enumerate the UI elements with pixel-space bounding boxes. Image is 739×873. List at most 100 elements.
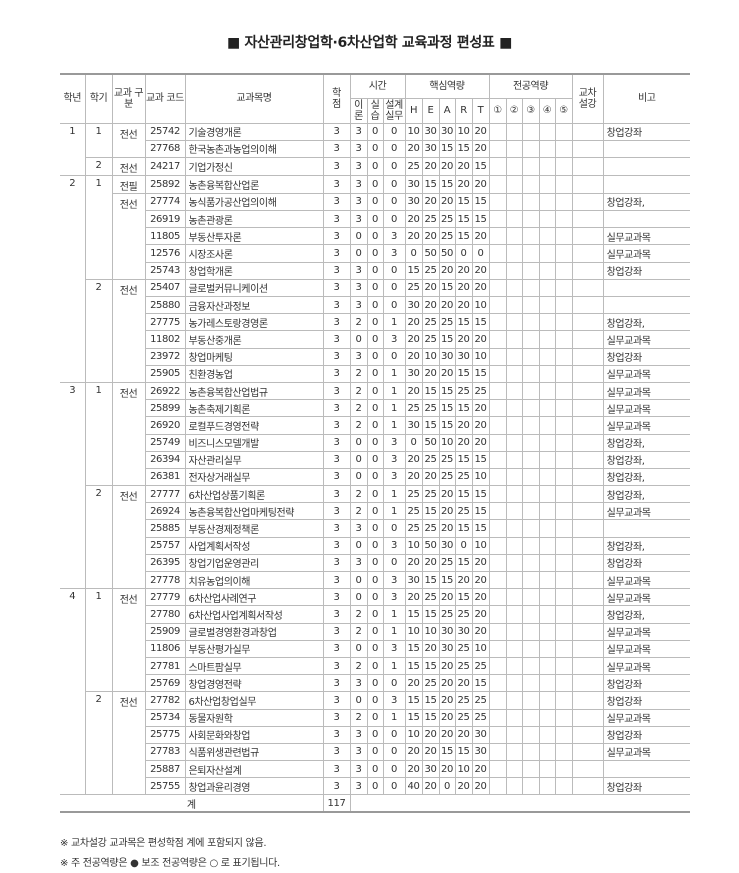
table-row: 2 전선 27782 6차산업창업실무 3 0 0 3 15 15 20 25 25 창업강좌 xyxy=(60,691,691,796)
cell-h: 20 xyxy=(404,742,423,762)
cell-note xyxy=(602,174,691,194)
cell-theory: 0 xyxy=(349,570,368,590)
cell-name: 6차산업창업실무 xyxy=(184,691,324,710)
cell-note: 창업강좌, xyxy=(602,313,691,332)
cell-code: 26920 xyxy=(144,416,186,435)
cell-name: 부동산투자론 xyxy=(184,227,324,246)
cell-design: 0 xyxy=(382,777,406,796)
cell-r: 10 xyxy=(454,122,473,141)
cell-theory: 0 xyxy=(349,244,368,263)
col-credit: 학 점 xyxy=(322,73,351,124)
cell-design: 1 xyxy=(382,381,406,401)
cell-r: 15 xyxy=(454,588,473,607)
cell-h: 15 xyxy=(404,605,423,624)
cell-major-4 xyxy=(538,313,556,332)
cell-r: 15 xyxy=(454,553,473,573)
cell-major-1 xyxy=(488,605,507,624)
cell-year: 1 xyxy=(60,122,86,176)
table-row: 25909 글로벌경영환경과창업 3 2 0 1 10 10 30 30 20 실무교과목 xyxy=(60,622,691,641)
cell-h: 20 xyxy=(404,467,423,487)
cell-t: 15 xyxy=(471,502,490,521)
cell-a: 15 xyxy=(438,381,456,401)
cell-e: 15 xyxy=(421,174,440,194)
cell-theory: 3 xyxy=(349,674,368,693)
cell-theory: 3 xyxy=(349,777,368,796)
table-row: 26920 로컬푸드경영전략 3 2 0 1 30 15 15 20 20 실무교과목 xyxy=(60,416,691,435)
cell-e: 25 xyxy=(421,399,440,418)
col-theory: 이 론 xyxy=(349,98,368,124)
col-core-a: A xyxy=(438,98,456,124)
cell-major-2 xyxy=(505,399,523,418)
cell-h: 15 xyxy=(404,261,423,280)
cell-r: 20 xyxy=(454,674,473,693)
cell-cross xyxy=(571,485,604,504)
cell-t: 20 xyxy=(471,433,490,452)
col-type: 교과 구분 xyxy=(111,73,146,124)
table-row: 25734 동물자원학 3 2 0 1 15 15 20 25 25 실무교과목 xyxy=(60,708,691,727)
cell-cross xyxy=(571,605,604,624)
cell-major-5 xyxy=(554,139,573,158)
cell-note xyxy=(602,295,691,315)
cell-major-2 xyxy=(505,139,523,158)
cell-a: 25 xyxy=(438,210,456,229)
cell-a: 15 xyxy=(438,416,456,435)
cell-t: 20 xyxy=(471,570,490,590)
col-core: 핵심역량 xyxy=(404,73,490,99)
cell-major-4 xyxy=(538,519,556,538)
cell-a: 25 xyxy=(438,467,456,487)
cell-major-1 xyxy=(488,295,507,315)
cell-major-5 xyxy=(554,278,573,298)
cell-major-2 xyxy=(505,381,523,401)
cell-credit: 3 xyxy=(322,156,351,176)
cell-note: 실무교과목 xyxy=(602,244,691,263)
cell-major-4 xyxy=(538,210,556,229)
table-row: 2 1 전필 25892 농촌융복합산업론 3 3 0 0 30 15 15 20 20 xyxy=(60,174,691,383)
cell-cross xyxy=(571,570,604,590)
cell-major-1 xyxy=(488,691,507,710)
cell-major-3 xyxy=(521,313,540,332)
cell-note: 창업강좌, xyxy=(602,450,691,469)
cell-major-5 xyxy=(554,227,573,246)
cell-t: 10 xyxy=(471,347,490,366)
cell-major-2 xyxy=(505,777,523,796)
cell-h: 25 xyxy=(404,399,423,418)
cell-code: 25892 xyxy=(144,174,186,194)
cell-major-3 xyxy=(521,467,540,487)
cell-practice: 0 xyxy=(366,605,384,624)
cell-cross xyxy=(571,192,604,212)
cell-design: 0 xyxy=(382,760,406,779)
cell-r: 15 xyxy=(454,192,473,212)
cell-cross xyxy=(571,156,604,176)
cell-practice: 0 xyxy=(366,777,384,796)
cell-name: 기술경영개론 xyxy=(184,122,324,141)
cell-design: 3 xyxy=(382,639,406,658)
cell-major-1 xyxy=(488,502,507,521)
cell-major-5 xyxy=(554,588,573,607)
cell-major-3 xyxy=(521,399,540,418)
cell-note: 창업강좌, xyxy=(602,467,691,487)
cell-cross xyxy=(571,244,604,263)
cell-major-4 xyxy=(538,467,556,487)
cell-code: 27774 xyxy=(144,192,186,212)
cell-cross xyxy=(571,364,604,383)
cell-name: 치유농업의이해 xyxy=(184,570,324,590)
cell-major-1 xyxy=(488,122,507,141)
cell-code: 25899 xyxy=(144,399,186,418)
cell-practice: 0 xyxy=(366,656,384,676)
cell-major-1 xyxy=(488,433,507,452)
cell-practice: 0 xyxy=(366,467,384,487)
cell-note xyxy=(602,210,691,229)
cell-t: 20 xyxy=(471,588,490,607)
cell-theory: 0 xyxy=(349,639,368,658)
cell-r: 25 xyxy=(454,656,473,676)
cell-major-5 xyxy=(554,244,573,263)
col-core-r: R xyxy=(454,98,473,124)
cell-cross xyxy=(571,399,604,418)
cell-design: 1 xyxy=(382,502,406,521)
cell-cross xyxy=(571,742,604,762)
cell-credit: 3 xyxy=(322,536,351,555)
cell-practice: 0 xyxy=(366,674,384,693)
cell-major-3 xyxy=(521,227,540,246)
cell-major-2 xyxy=(505,502,523,521)
cell-name: 농촌융복합산업론 xyxy=(184,174,324,194)
